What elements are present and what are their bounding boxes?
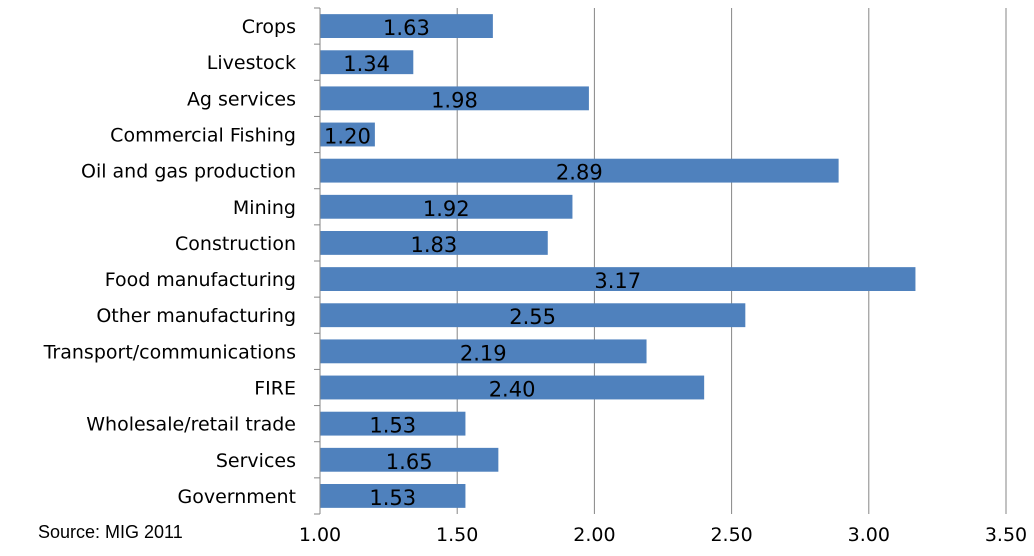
bar	[320, 122, 375, 147]
bar	[320, 158, 839, 183]
bar	[320, 86, 589, 111]
data-label: 1.53	[369, 486, 416, 510]
category-label: Services	[216, 450, 296, 472]
data-label: 2.19	[460, 341, 507, 365]
x-tick-label: 1.00	[299, 524, 341, 546]
bar	[320, 231, 548, 255]
category-label: Wholesale/retail trade	[86, 414, 296, 436]
category-label: Livestock	[207, 52, 296, 74]
category-label: Construction	[175, 233, 296, 255]
source-note: Source: MIG 2011	[38, 522, 183, 542]
data-label: 2.55	[509, 305, 556, 329]
data-label: 3.17	[594, 269, 641, 293]
category-label: Other manufacturing	[96, 305, 296, 327]
category-label: Food manufacturing	[105, 269, 296, 291]
bar	[320, 411, 466, 436]
category-label: Transport/communications	[43, 341, 296, 363]
bar	[320, 267, 916, 291]
data-labels: 1.63 1.34 1.98 1.20 2.89 1.92 1.83 3.17 2.552.19…	[324, 16, 641, 510]
bar	[320, 484, 466, 508]
data-label: 1.53	[369, 414, 416, 438]
data-label: 1.83	[410, 233, 457, 257]
data-label: 1.98	[431, 88, 478, 112]
bar	[320, 339, 647, 364]
gridlines	[456, 8, 1007, 514]
category-label: Crops	[242, 16, 296, 38]
data-label: 2.89	[556, 161, 603, 185]
data-label: 1.20	[324, 125, 371, 149]
data-label: 1.63	[383, 16, 430, 40]
axis	[314, 7, 321, 515]
bars	[320, 14, 916, 508]
x-tick-label: 1.50	[436, 524, 478, 546]
x-tick-label: 2.00	[573, 524, 615, 546]
data-label: 1.92	[423, 197, 470, 221]
bar	[320, 447, 499, 472]
x-tick-label: 3.50	[985, 524, 1027, 546]
data-label: 1.34	[343, 52, 390, 76]
x-tick-label: 3.00	[848, 524, 890, 546]
category-labels: Crops Livestock Ag services Commercial Fish…	[43, 16, 296, 508]
data-label: 2.40	[489, 378, 536, 402]
category-label: FIRE	[254, 378, 296, 400]
bar	[320, 375, 705, 400]
category-label: Oil and gas production	[81, 161, 296, 183]
bar	[320, 303, 746, 328]
bar	[320, 14, 493, 38]
x-tick-label: 2.50	[710, 524, 752, 546]
bar	[320, 194, 573, 219]
category-label: Ag services	[187, 88, 296, 110]
x-tick-labels: 1.00 1.50 2.00 2.50 3.00 3.50	[299, 524, 1027, 546]
data-label: 1.65	[386, 450, 433, 474]
category-label: Government	[178, 486, 297, 508]
category-label: Commercial Fishing	[110, 125, 296, 147]
bar	[320, 50, 414, 75]
category-label: Mining	[233, 197, 296, 219]
